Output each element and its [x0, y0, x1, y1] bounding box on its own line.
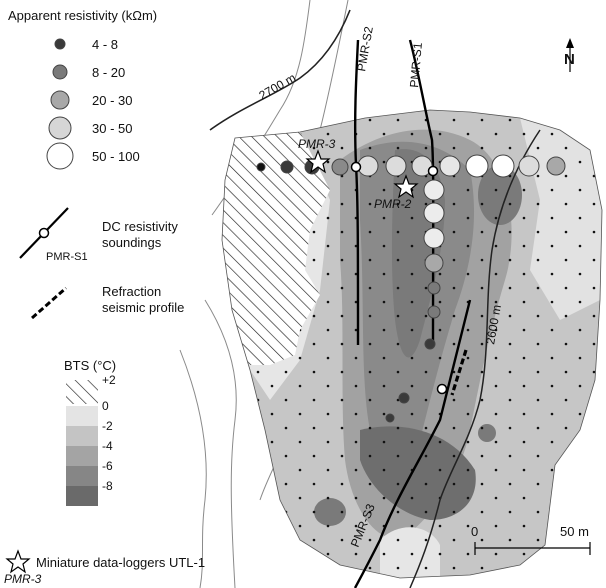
profile-midpoint	[427, 165, 439, 177]
sounding-point	[427, 305, 441, 319]
contour-2600-label: 2600 m	[483, 304, 504, 346]
scale-bar: 0 50 m	[471, 524, 591, 555]
sounding-point	[518, 155, 540, 177]
sounding-point	[465, 154, 489, 178]
refraction-legend-line2: seismic profile	[102, 300, 184, 315]
resistivity-legend-title: Apparent resistivity (kΩm)	[8, 8, 157, 23]
bts-class-label: 0	[102, 399, 109, 413]
refraction-profile-line	[450, 349, 468, 396]
star-icon	[5, 549, 31, 574]
refraction-legend: Refraction seismic profile	[31, 284, 184, 320]
scale-start-label: 0	[471, 524, 478, 539]
bts-class-label: -4	[102, 439, 113, 453]
logger-legend-text: Miniature data-loggers UTL-1	[36, 555, 205, 570]
sounding-point	[423, 179, 445, 201]
profile-pmr-s1-label: PMR-S1	[407, 42, 425, 89]
sounding-point	[546, 156, 566, 176]
legend-swatch	[46, 142, 74, 170]
resistivity-legend: Apparent resistivity (kΩm) 4 - 8 8 - 20 …	[8, 8, 157, 170]
sounding-point	[423, 227, 445, 249]
dc-soundings-legend: DC resistivity soundings PMR-S1	[19, 207, 178, 263]
sounding-point	[424, 338, 436, 350]
north-label: N	[564, 51, 575, 68]
sounding-point	[256, 162, 266, 172]
bts-class-label: -6	[102, 459, 113, 473]
sounding-point	[280, 160, 294, 174]
bts-class-label: -2	[102, 419, 113, 433]
sounding-point	[423, 202, 445, 224]
bts-legend-title: BTS (°C)	[64, 358, 116, 373]
profile-pmr-s3-line	[353, 299, 472, 588]
bts-legend: BTS (°C) +2 0 -2 -4 -6 -8	[64, 358, 116, 506]
dc-legend-example: PMR-S1	[46, 251, 88, 263]
sounding-point	[491, 154, 515, 178]
profile-pmr-s2-label: PMR-S2	[354, 25, 376, 72]
dc-legend-line1: DC resistivity	[102, 219, 178, 234]
refraction-legend-line1: Refraction	[102, 284, 161, 299]
bts-class-label: +2	[102, 373, 116, 387]
dc-legend-line2: soundings	[102, 235, 162, 250]
sounding-point	[331, 158, 349, 176]
logger-star-icon	[305, 149, 331, 174]
legend-swatch	[50, 90, 70, 110]
sounding-point	[424, 253, 444, 273]
legend-class-label: 50 - 100	[92, 149, 140, 164]
scale-end-label: 50 m	[560, 524, 589, 539]
legend-swatch	[54, 38, 66, 50]
logger-legend-example: PMR-3	[4, 572, 42, 586]
profile-midpoint	[436, 383, 448, 395]
north-arrow-icon: N	[564, 38, 575, 72]
sounding-point	[439, 155, 461, 177]
sounding-point	[427, 281, 441, 295]
profile-midpoints	[350, 161, 448, 395]
legend-class-label: 4 - 8	[92, 37, 118, 52]
legend-swatch	[48, 116, 72, 140]
legend-class-label: 30 - 50	[92, 121, 132, 136]
contour-2600-line	[409, 129, 541, 588]
contour-2700-line	[209, 9, 351, 131]
legend-class-label: 8 - 20	[92, 65, 125, 80]
sounding-point	[385, 413, 395, 423]
sounding-point	[398, 392, 410, 404]
bts-class-label: -8	[102, 479, 113, 493]
legend-swatch	[52, 64, 68, 80]
logger-pmr3-label: PMR-3	[298, 137, 336, 151]
logger-legend: Miniature data-loggers UTL-1 PMR-3	[4, 549, 205, 586]
bts-area-outline	[221, 109, 603, 579]
logger-pmr2-label: PMR-2	[374, 197, 412, 211]
logger-star-icon	[393, 174, 419, 199]
bts-area	[222, 110, 602, 578]
legend-class-label: 20 - 30	[92, 93, 132, 108]
sounding-point	[385, 155, 407, 177]
profile-midpoint	[350, 161, 362, 173]
